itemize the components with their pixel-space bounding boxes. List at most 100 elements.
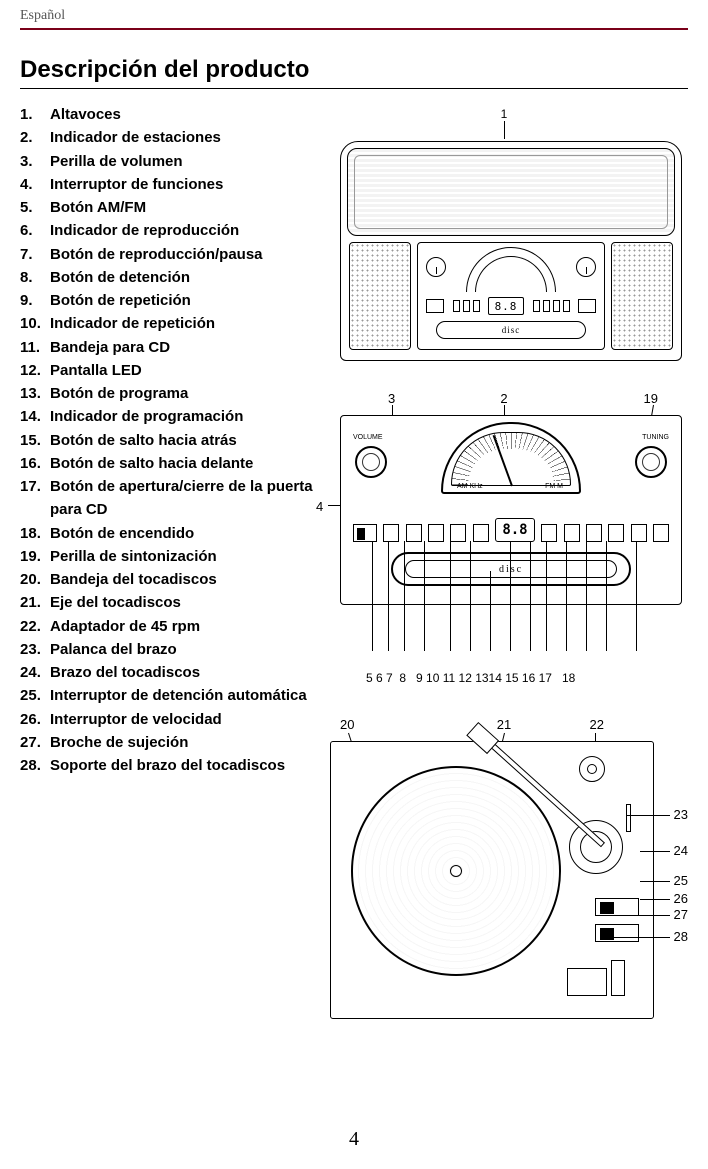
callout-21: 21	[497, 717, 511, 732]
d2-btn-9	[473, 524, 489, 542]
callout-4: 4	[316, 499, 323, 514]
d2-tuning-label: TUNING	[642, 434, 669, 441]
d2-cd-tray: disc	[391, 552, 631, 586]
leader-b18	[636, 541, 637, 651]
feature-list-column: AltavocesIndicador de estacionesPerilla …	[20, 103, 320, 777]
d2-btn-18	[653, 524, 669, 542]
callout-26: 26	[674, 891, 688, 906]
leader-b17	[606, 541, 607, 651]
d3-arm-rest	[567, 968, 607, 996]
callout-23: 23	[674, 807, 688, 822]
diagram-closed-unit: 1 8.8	[320, 107, 688, 367]
feature-item: Botón de reproducción/pausa	[20, 243, 320, 266]
callout-25: 25	[674, 873, 688, 888]
d3-autostop-switch	[595, 898, 639, 916]
d2-btn-17	[631, 524, 647, 542]
d1-tuning-knob	[576, 257, 596, 277]
d1-btns-right	[533, 300, 570, 312]
leader-b5	[372, 541, 373, 651]
d2-bottom-callouts: 5 6 7 8 9 10 11 12 1314 15 16 17 18	[340, 671, 682, 691]
d2-dial: AM KHz FM M	[441, 422, 581, 494]
d3-45-adapter	[579, 756, 605, 782]
feature-item: Botón de apertura/cierre de la puerta pa…	[20, 475, 320, 522]
leader-b8	[424, 541, 425, 651]
feature-item: Botón de salto hacia delante	[20, 452, 320, 475]
d2-btn-5	[383, 524, 399, 542]
feature-item: Interruptor de funciones	[20, 173, 320, 196]
leader-b13	[530, 541, 531, 651]
d2-btn-16	[608, 524, 624, 542]
d2-btn-14	[564, 524, 580, 542]
d2-freq-right: FM M	[545, 483, 563, 490]
feature-item: Botón de programa	[20, 382, 320, 405]
d2-freq-left: AM KHz	[457, 483, 483, 490]
feature-item: Botón AM/FM	[20, 196, 320, 219]
d1-front-panel: 8.8 disc	[417, 242, 605, 350]
feature-item: Bandeja del tocadiscos	[20, 568, 320, 591]
diagram-front-panel: 3 2 19 4 VOLUME TUNING AM KHz FM M	[320, 391, 688, 691]
feature-item: Adaptador de 45 rpm	[20, 615, 320, 638]
d2-tuning-knob	[635, 446, 667, 478]
leader-1	[504, 121, 505, 139]
page-title: Descripción del producto	[20, 56, 688, 89]
content-row: AltavocesIndicador de estacionesPerilla …	[20, 103, 688, 1025]
leader-26	[640, 899, 670, 900]
d2-button-row: 8.8	[353, 508, 669, 542]
leader-28	[610, 937, 670, 938]
feature-item: Eje del tocadiscos	[20, 591, 320, 614]
d2-btn-15	[586, 524, 602, 542]
d2-volume-knob	[355, 446, 387, 478]
d1-speaker-right	[611, 242, 673, 350]
leader-b14	[546, 541, 547, 651]
d2-volume-label: VOLUME	[353, 434, 383, 441]
d1-lid	[347, 148, 675, 236]
callout-1: 1	[501, 107, 508, 121]
feature-item: Botón de detención	[20, 266, 320, 289]
d1-cd-tray: disc	[436, 321, 586, 339]
feature-list: AltavocesIndicador de estacionesPerilla …	[20, 103, 320, 777]
d3-plinth	[330, 741, 654, 1019]
callout-27: 27	[674, 907, 688, 922]
callout-28: 28	[674, 929, 688, 944]
d3-speed-switch	[595, 924, 639, 942]
d2-btn-13	[541, 524, 557, 542]
feature-item: Perilla de volumen	[20, 150, 320, 173]
d3-cue-lever	[626, 804, 631, 832]
leader-b16	[586, 541, 587, 651]
d1-lcd: 8.8	[488, 297, 524, 315]
d2-panel-frame: VOLUME TUNING AM KHz FM M	[340, 415, 682, 605]
callout-20: 20	[340, 717, 354, 732]
d1-switch	[426, 299, 444, 313]
feature-item: Altavoces	[20, 103, 320, 126]
d1-chassis: 8.8 disc	[340, 141, 682, 361]
d2-btn-6	[406, 524, 422, 542]
feature-item: Interruptor de velocidad	[20, 708, 320, 731]
leader-b12	[510, 541, 511, 651]
d3-platter	[351, 766, 561, 976]
d2-func-switch	[353, 524, 377, 542]
feature-item: Interruptor de detención automática	[20, 684, 320, 707]
callout-2: 2	[500, 391, 507, 406]
leader-b10	[470, 541, 471, 651]
d1-tuner-dial	[466, 247, 556, 292]
callout-24: 24	[674, 843, 688, 858]
leader-b6	[388, 541, 389, 651]
callout-19: 19	[644, 391, 658, 406]
feature-item: Botón de repetición	[20, 289, 320, 312]
d2-btn-7	[428, 524, 444, 542]
d1-control-row: 8.8	[426, 295, 596, 317]
callout-3: 3	[388, 391, 395, 406]
leader-b9	[450, 541, 451, 651]
d3-tonearm-base	[569, 820, 623, 874]
leader-23	[626, 815, 670, 816]
callout-22: 22	[590, 717, 604, 732]
d2-lcd: 8.8	[495, 518, 535, 542]
feature-item: Perilla de sintonización	[20, 545, 320, 568]
feature-item: Soporte del brazo del tocadiscos	[20, 754, 320, 777]
feature-item: Indicador de reproducción	[20, 219, 320, 242]
d1-btns-left	[453, 300, 480, 312]
diagram-turntable: 20 21 22 23 24	[320, 715, 688, 1025]
d3-cartridge	[466, 722, 499, 754]
feature-item: Bandeja para CD	[20, 336, 320, 359]
feature-item: Indicador de estaciones	[20, 126, 320, 149]
